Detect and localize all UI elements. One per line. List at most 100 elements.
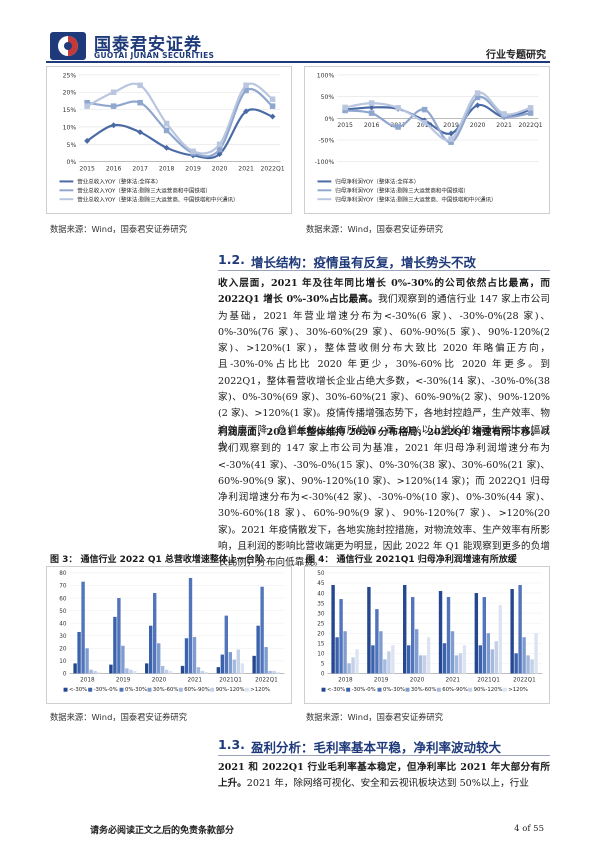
x-tick-label: 2018 — [338, 677, 353, 683]
y-tick-label: 10% — [63, 124, 77, 131]
legend-label: 0%-30% — [125, 687, 147, 693]
legend-label: >120% — [250, 687, 270, 693]
data-point — [110, 103, 117, 109]
y-tick-label: 50 — [317, 571, 325, 577]
y-tick-label: -100% — [315, 159, 335, 166]
section-1-3-title: 盈利分析：毛利率基本平稳，净利率波动较大 — [251, 740, 502, 755]
x-tick-label: 2016 — [364, 122, 380, 129]
x-tick-label: 2018 — [80, 677, 95, 683]
data-point — [163, 120, 170, 127]
bar — [379, 631, 383, 674]
legend-swatch — [321, 687, 326, 692]
bar — [133, 670, 137, 674]
y-tick-label: 50% — [321, 94, 335, 101]
legend-label: 归母净利润YOY（整体法:全样本） — [335, 178, 419, 186]
legend-swatch — [63, 687, 68, 692]
profit-analysis-lead: 利润层面，2021 年整体维持 2020 分布格局，2022Q1 增速有所下移。 — [218, 427, 541, 438]
x-tick-label: 2016 — [106, 166, 122, 173]
legend-label: -30%-0% — [352, 687, 376, 693]
legend-label: <-30% — [327, 687, 345, 693]
disclaimer-footer-note: 请务必阅读正文之后的免责条款部分 — [90, 826, 235, 836]
y-tick-label: 80 — [59, 571, 67, 577]
bar — [482, 597, 487, 674]
data-point — [342, 104, 348, 111]
legend-label: 归母净利润YOY（整体法:剔除三大运营商、中国铁塔和中兴通讯） — [335, 195, 496, 203]
legend-swatch — [468, 687, 473, 692]
bar — [490, 649, 494, 674]
bar — [522, 637, 526, 674]
bar — [422, 655, 427, 674]
bar — [514, 653, 518, 674]
y-tick-label: 5% — [67, 142, 77, 149]
y-tick-label: 10 — [59, 659, 67, 665]
bar — [200, 670, 205, 674]
x-tick-label: 2021Q1 — [219, 677, 242, 683]
x-tick-label: 2021 — [188, 677, 203, 683]
x-tick-label: 2019 — [443, 122, 459, 129]
bar — [442, 643, 447, 674]
bar — [474, 593, 479, 674]
bar — [387, 651, 391, 674]
legend-label: -30%-0% — [94, 687, 118, 693]
x-tick-label: 2022Q1 — [260, 166, 284, 173]
profit-growth-line-chart: -100%-50%0%50%100%2015201620172018201920… — [304, 66, 550, 214]
data-point — [421, 106, 428, 113]
logo-chinese-name: 国泰君安证券 — [94, 35, 202, 55]
x-tick-label: 2018 — [417, 122, 433, 129]
y-tick-label: 0% — [67, 159, 77, 166]
legend-swatch — [346, 687, 351, 692]
legend-label: 营业总收入YOY（整体法:剔除三大运营商、中国铁塔和中兴通讯） — [77, 195, 238, 203]
data-point — [137, 129, 144, 136]
section-1-2-rule — [218, 270, 550, 271]
y-tick-label: 45 — [317, 581, 325, 587]
bar — [351, 657, 355, 674]
bar — [192, 636, 197, 674]
x-tick-label: 2021Q1 — [477, 677, 500, 683]
report-type-label: 行业专题研究 — [486, 50, 546, 61]
header-rule — [46, 61, 550, 63]
bar — [256, 625, 260, 674]
data-point — [448, 130, 455, 137]
data-point — [474, 94, 481, 101]
bar — [418, 655, 423, 674]
bar — [93, 670, 97, 674]
bar — [196, 667, 201, 674]
logo-english-name: GUOTAI JUNAN SECURITIES — [94, 51, 215, 60]
revenue-analysis-paragraph: 收入层面，2021 年及往年同比增长 0%-30%的公司依然占比最高，而2022… — [218, 276, 550, 455]
margin-analysis-body: 2021 年，除网络可视化、安全和云视讯板块达到 50%以上，行业 — [246, 778, 529, 790]
bar — [160, 665, 165, 674]
bar — [339, 599, 343, 674]
data-point — [110, 89, 117, 96]
legend-swatch — [436, 687, 441, 692]
y-tick-label: 40 — [317, 591, 325, 597]
legend-swatch — [178, 687, 183, 692]
bar — [188, 577, 193, 674]
legend-label: <-30% — [69, 687, 87, 693]
bar — [264, 647, 268, 674]
bar — [276, 672, 280, 674]
legend-swatch — [210, 687, 215, 692]
x-tick-label: 2017 — [132, 166, 148, 173]
x-tick-label: 2020 — [152, 677, 167, 683]
legend-label: 营业总收入YOY（整体法:剔除三大运营商和中国铁塔） — [77, 187, 211, 195]
bar — [458, 653, 463, 674]
revenue-growth-line-chart: 0% 5% 10% 15% 20% 25% 2015 2016 2017 2018 2019 2020… — [46, 66, 292, 214]
bar — [85, 648, 89, 674]
bar — [240, 663, 244, 674]
y-tick-label: 10 — [317, 652, 325, 658]
bar — [224, 615, 229, 674]
bar — [232, 659, 236, 674]
bar — [149, 625, 153, 674]
profit-analysis-body: 以我们观察到的 147 家上市公司为基准，2021 年归母净利润增速分布为<-3… — [218, 427, 550, 569]
data-point — [448, 139, 454, 145]
x-tick-label: 2021 — [446, 677, 461, 683]
bar — [125, 668, 129, 674]
x-tick-label: 2021 — [238, 166, 254, 173]
bar — [438, 591, 443, 674]
data-point — [243, 108, 250, 115]
legend-label: 90%-120% — [216, 687, 245, 693]
x-tick-label: 2022Q1 — [513, 677, 536, 683]
data-point — [368, 104, 375, 111]
bar — [168, 670, 173, 674]
data-point — [84, 99, 90, 106]
